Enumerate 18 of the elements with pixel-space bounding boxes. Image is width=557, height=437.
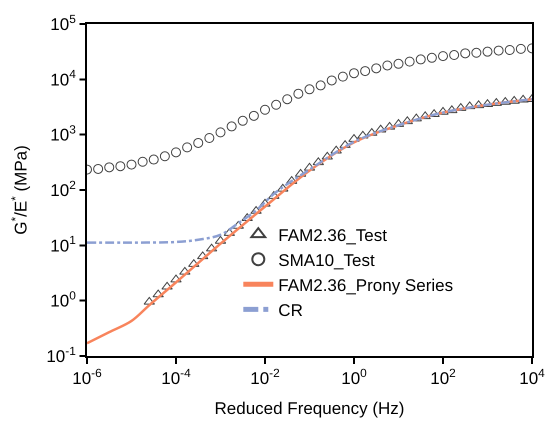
- x-tick-label: 10$^{-4}$: [161, 366, 192, 388]
- y-tick-label: 10$^{4}$: [50, 67, 76, 90]
- y-tick-label: 10$^{5}$: [50, 12, 76, 34]
- x-tick-label: 10$^{-2}$: [250, 366, 280, 388]
- y-tick-label: 10$^{0}$: [50, 288, 76, 311]
- y-tick-label: 10$^{-1}$: [46, 344, 76, 366]
- x-tick-label: 10$^{-6}$: [72, 366, 102, 388]
- x-tick-label: 10$^{2}$: [430, 366, 456, 388]
- legend-label: FAM2.36_Test: [278, 226, 388, 245]
- x-tick-label: 10$^{4}$: [519, 366, 546, 388]
- legend-label: CR: [278, 301, 303, 320]
- y-tick-label: 10$^{2}$: [50, 178, 76, 200]
- y-tick-label: 10$^{1}$: [50, 233, 76, 256]
- legend-label: SMA10_Test: [278, 250, 375, 270]
- x-tick-label: 10$^{0}$: [341, 366, 368, 388]
- legend-label: FAM2.36_Prony Series: [278, 276, 454, 295]
- x-axis-title: Reduced Frequency (Hz): [214, 399, 404, 418]
- y-tick-label: 10$^{3}$: [50, 122, 76, 145]
